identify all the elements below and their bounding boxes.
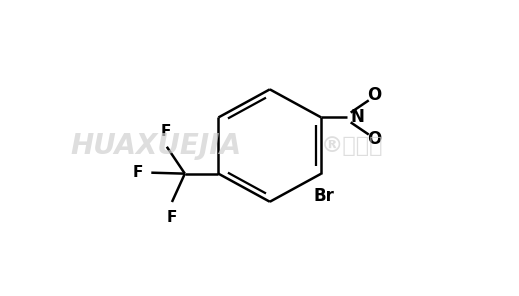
Text: HUAXUEJIA: HUAXUEJIA (71, 131, 242, 160)
Text: Br: Br (313, 187, 334, 205)
Text: F: F (160, 124, 171, 139)
Text: F: F (167, 210, 177, 225)
Text: ®化学加: ®化学加 (321, 136, 384, 156)
Text: N: N (351, 108, 364, 126)
Text: F: F (133, 165, 143, 180)
Text: O: O (367, 131, 381, 149)
Text: O: O (367, 86, 381, 104)
